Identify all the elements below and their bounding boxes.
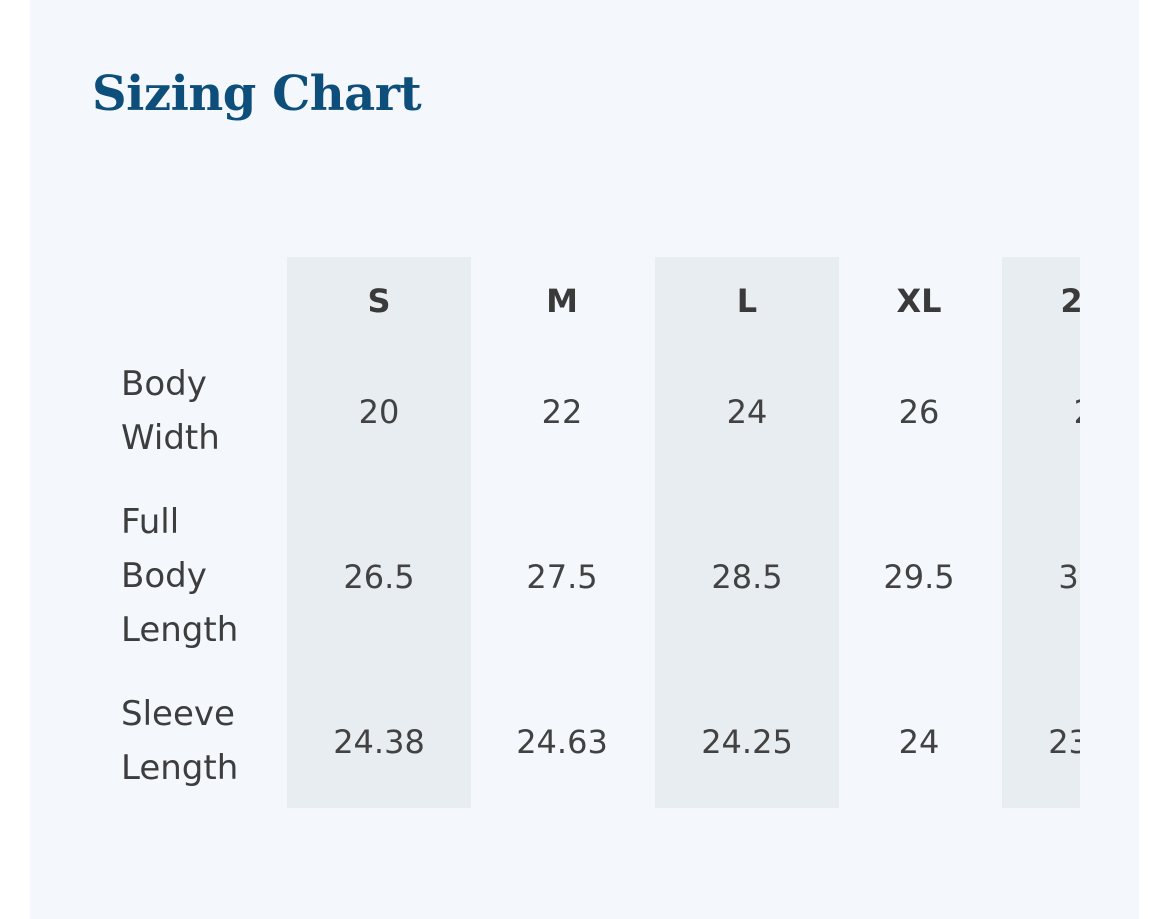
size-header-s: S bbox=[367, 282, 391, 320]
page-title: Sizing Chart bbox=[92, 66, 422, 122]
size-header-m: M bbox=[546, 282, 578, 320]
sizing-table: S M L XL 2XL Body Width 20 22 24 26 28 F… bbox=[121, 257, 1080, 808]
table-cell: 24 bbox=[898, 723, 940, 761]
column-shade-l bbox=[655, 257, 839, 808]
column-shade-s bbox=[287, 257, 471, 808]
table-cell: 24.38 bbox=[333, 723, 425, 761]
size-header-2xl: 2XL bbox=[1060, 282, 1080, 320]
column-shade-2xl bbox=[1002, 257, 1080, 808]
table-cell: 24 bbox=[726, 393, 768, 431]
table-cell: 20 bbox=[358, 393, 400, 431]
table-cell: 26.5 bbox=[343, 558, 415, 596]
row-label-sleeve-length: Sleeve Length bbox=[121, 694, 239, 788]
row-label-full-body-length: Full Body Length bbox=[121, 502, 239, 650]
size-header-xl: XL bbox=[896, 282, 942, 320]
table-cell: 26 bbox=[898, 393, 940, 431]
sizing-chart-panel bbox=[30, 0, 1139, 919]
table-cell: 22 bbox=[541, 393, 583, 431]
table-cell: 28 bbox=[1002, 392, 1080, 432]
row-label-body-width: Body Width bbox=[121, 364, 220, 458]
table-cell: 24.25 bbox=[701, 723, 793, 761]
table-cell: 23.75 bbox=[1048, 723, 1080, 761]
table-cell: 30.5 bbox=[1058, 558, 1080, 596]
table-cell: 27.5 bbox=[526, 558, 598, 596]
size-header-l: L bbox=[736, 282, 758, 320]
table-cell: 24.63 bbox=[516, 723, 608, 761]
table-cell: 28.5 bbox=[711, 558, 783, 596]
table-cell: 29.5 bbox=[883, 558, 955, 596]
